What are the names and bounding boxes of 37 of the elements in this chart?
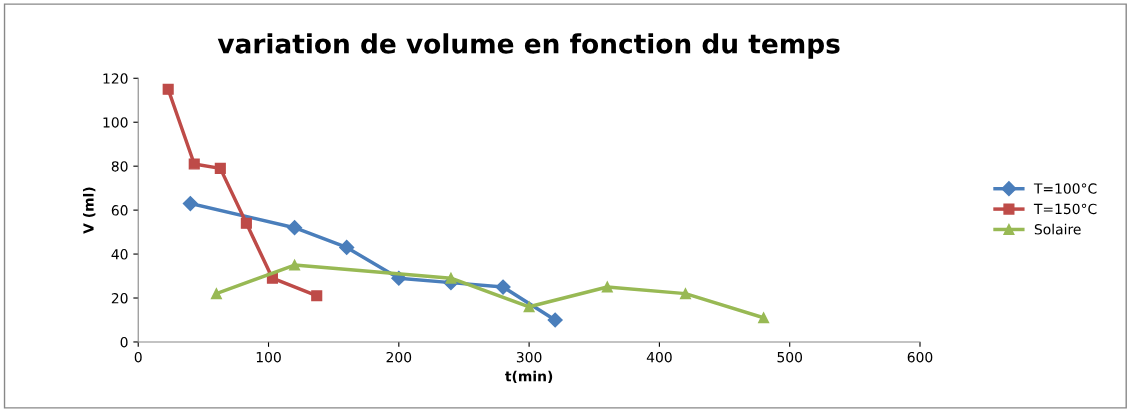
y-tick-label: 20 xyxy=(111,292,128,304)
point xyxy=(182,195,198,212)
y-tick-label: 40 xyxy=(111,249,128,260)
x-axis-title: t(min) xyxy=(505,370,553,384)
point xyxy=(289,259,301,271)
point xyxy=(210,288,222,300)
point xyxy=(162,83,174,95)
x-tick-label: 500 xyxy=(777,351,803,363)
x-tick-label: 100 xyxy=(256,351,281,363)
chart-title: variation de volume en fonction du temps xyxy=(217,33,840,59)
point xyxy=(188,158,200,170)
y-axis-title: V (ml) xyxy=(83,187,96,234)
point xyxy=(287,220,303,236)
y-tick-label: 120 xyxy=(103,73,128,84)
point xyxy=(445,272,457,284)
x-tick-label: 300 xyxy=(516,351,542,363)
point xyxy=(214,162,226,174)
point xyxy=(547,312,563,328)
y-tick-label: 60 xyxy=(111,205,128,216)
x-tick-label: 600 xyxy=(907,351,933,363)
x-tick-label: 400 xyxy=(646,351,672,363)
x-tick-label: 200 xyxy=(386,351,412,363)
point xyxy=(601,281,613,293)
point xyxy=(240,217,252,229)
legend-label: Solaire xyxy=(1034,223,1081,235)
point xyxy=(758,312,770,324)
legend-label: T=100°C xyxy=(1033,183,1097,194)
point xyxy=(339,239,355,256)
point xyxy=(311,290,323,302)
point xyxy=(495,279,511,295)
point xyxy=(523,301,535,313)
y-tick-label: 0 xyxy=(120,336,128,348)
point xyxy=(679,288,692,300)
y-tick-label: 80 xyxy=(111,161,128,172)
x-tick-label: 0 xyxy=(134,351,142,363)
legend-label: T=150°C xyxy=(1033,203,1097,215)
y-tick-label: 100 xyxy=(103,117,128,128)
